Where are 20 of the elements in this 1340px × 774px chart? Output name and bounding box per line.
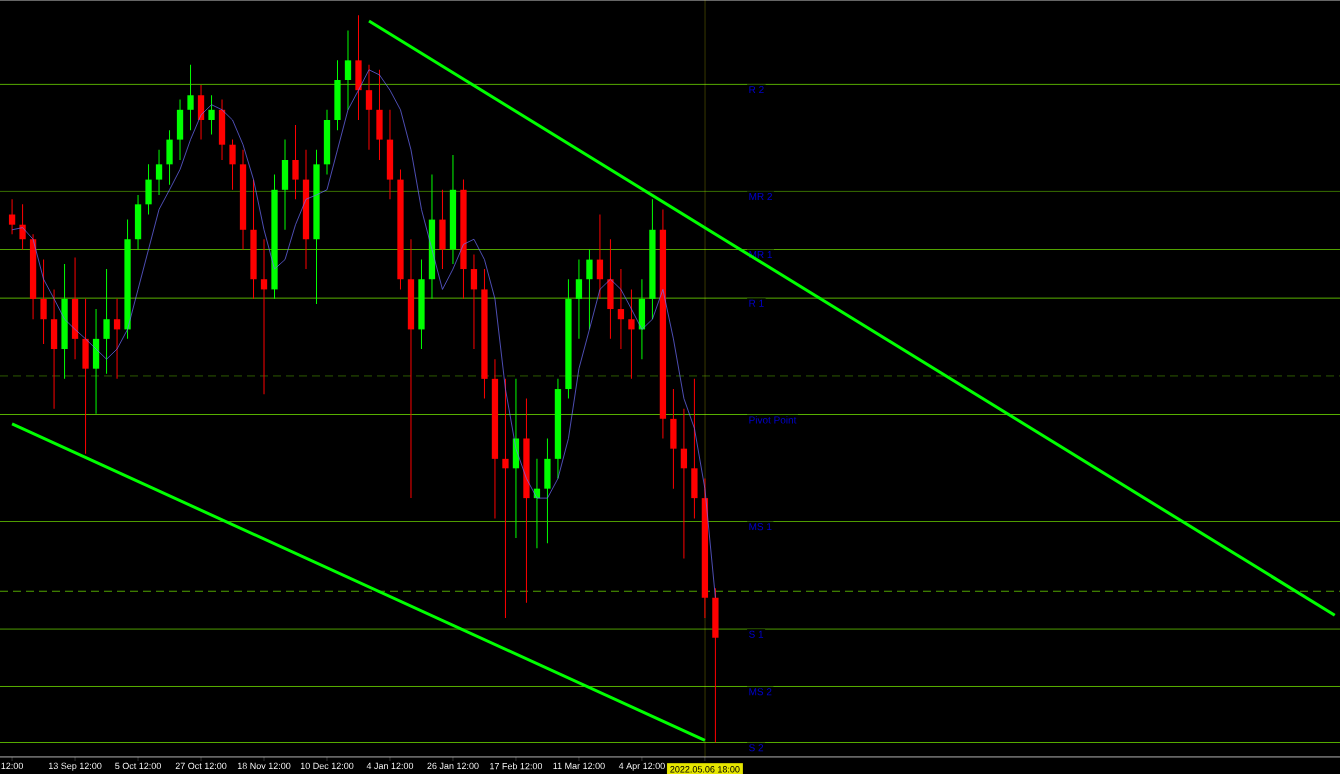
ref-line-label: S 2 [749,744,764,752]
x-tick-label: 10 Dec 12:00 [300,762,354,770]
ref-line-label: MS 2 [749,688,772,696]
x-tick-label: 13 Sep 12:00 [48,762,102,771]
x-tick-label: 11 Mar 12:00 [553,762,605,770]
x-tick-label: 18 Nov 12:00 [237,762,291,770]
x-tick-label: 27 Oct 12:00 [175,762,227,770]
ref-line-label: Pivot Point [749,416,797,424]
x-tick-label: 26 Jan 12:00 [427,762,479,770]
ref-line-label: R 1 [749,299,764,307]
x-tick-label: 4 Apr 12:00 [618,762,665,771]
ref-line-label: MS 1 [749,523,772,531]
ref-line-label: S 1 [749,630,764,638]
ref-line-label: R 2 [749,86,764,94]
x-tick-label: 17 Feb 12:00 [490,762,543,770]
x-tick-label: 5 Oct 12:00 [115,762,161,770]
x-tick-label: 4 Jan 12:00 [366,762,414,770]
x-tick-label: 12:00 [1,762,23,770]
ref-line-label: MR 2 [749,192,772,200]
x-tick-label: 2022.05.06 18:00 [670,766,740,773]
